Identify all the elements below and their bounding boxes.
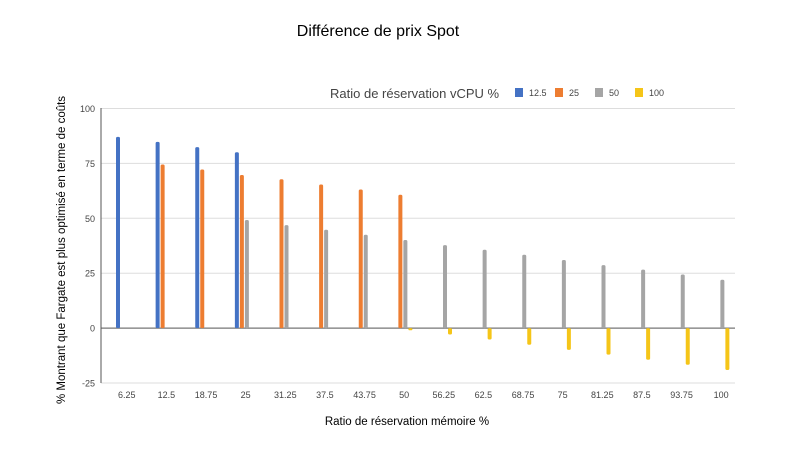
bar-series-25-37.5: [319, 184, 324, 329]
bar-series-25-25: [239, 175, 244, 329]
bar-series-50-50: [403, 240, 408, 329]
x-tick-label: 56.25: [433, 390, 456, 400]
y-tick-label: 50: [85, 214, 95, 224]
bar-series-12.5-12.5: [155, 141, 160, 329]
bar-series-25-50: [398, 194, 403, 329]
x-tick-label: 31.25: [274, 390, 297, 400]
x-tick-label: 75: [558, 390, 568, 400]
bar-series-50-62.5: [482, 249, 487, 329]
bar-series-12.5-18.75: [195, 147, 200, 329]
x-tick-label: 18.75: [195, 390, 218, 400]
y-tick-label: 100: [80, 104, 95, 114]
legend-label-12.5: 12.5: [529, 88, 547, 98]
x-tick-label: 87.5: [633, 390, 651, 400]
bar-series-50-81.25: [601, 265, 606, 329]
x-tick-label: 6.25: [118, 390, 136, 400]
bar-series-100-75: [566, 328, 571, 350]
bar-series-25-12.5: [160, 164, 165, 329]
bar-series-50-87.5: [641, 269, 646, 329]
legend-title: Ratio de réservation vCPU %: [330, 86, 500, 101]
bar-series-100-93.75: [685, 328, 690, 365]
bar-series-100-50: [408, 328, 413, 331]
bars: [116, 136, 730, 371]
legend: Ratio de réservation vCPU % 12.5 25 50 100: [330, 86, 664, 101]
x-tick-label: 37.5: [316, 390, 334, 400]
bar-series-50-56.25: [443, 245, 447, 329]
x-tick-label: 93.75: [670, 390, 693, 400]
y-tick-label: 25: [85, 269, 95, 279]
legend-swatch-100: [635, 88, 643, 97]
legend-swatch-50: [595, 88, 603, 97]
bar-series-50-93.75: [680, 274, 685, 329]
legend-swatch-25: [555, 88, 563, 97]
bar-series-50-31.25: [284, 225, 289, 329]
bar-series-50-100: [720, 279, 725, 329]
bar-series-25-43.75: [358, 189, 363, 329]
y-tick-label: 75: [85, 159, 95, 169]
bar-series-50-37.5: [324, 229, 329, 329]
bar-series-50-25: [244, 220, 249, 329]
bar-series-50-43.75: [363, 234, 368, 329]
x-tick-labels: 6.25 12.5 18.75 25 31.25 37.5 43.75 50 56.25 62.5…: [118, 390, 729, 400]
gridlines: [101, 108, 735, 384]
x-tick-label: 100: [714, 390, 729, 400]
bar-series-50-68.75: [522, 254, 527, 329]
x-tick-label: 68.75: [512, 390, 535, 400]
bar-series-12.5-25: [234, 152, 239, 329]
x-tick-label: 43.75: [353, 390, 376, 400]
bar-series-100-68.75: [527, 328, 532, 345]
chart-title: Différence de prix Spot: [297, 23, 460, 40]
y-tick-labels: -25 0 25 50 75 100: [80, 104, 95, 389]
bar-series-12.5-6.25: [116, 136, 120, 329]
legend-label-100: 100: [649, 88, 664, 98]
y-axis-label: % Montrant que Fargate est plus optimisé…: [56, 96, 68, 404]
bar-series-100-100: [725, 328, 730, 371]
y-tick-label: -25: [82, 379, 95, 389]
bar-series-25-18.75: [200, 169, 205, 329]
x-tick-label: 50: [399, 390, 409, 400]
bar-series-100-87.5: [646, 328, 651, 360]
legend-label-50: 50: [609, 88, 619, 98]
bar-series-50-75: [561, 260, 566, 329]
legend-label-25: 25: [569, 88, 579, 98]
x-axis-label: Ratio de réservation mémoire %: [325, 416, 489, 428]
bar-series-25-31.25: [279, 179, 284, 329]
x-tick-label: 12.5: [158, 390, 176, 400]
legend-swatch-12.5: [515, 88, 523, 97]
bar-series-100-56.25: [448, 328, 452, 335]
y-tick-label: 0: [90, 324, 95, 334]
x-tick-label: 25: [241, 390, 251, 400]
x-tick-label: 62.5: [475, 390, 493, 400]
x-tick-label: 81.25: [591, 390, 614, 400]
bar-series-100-81.25: [606, 328, 611, 355]
bar-series-100-62.5: [487, 328, 492, 340]
